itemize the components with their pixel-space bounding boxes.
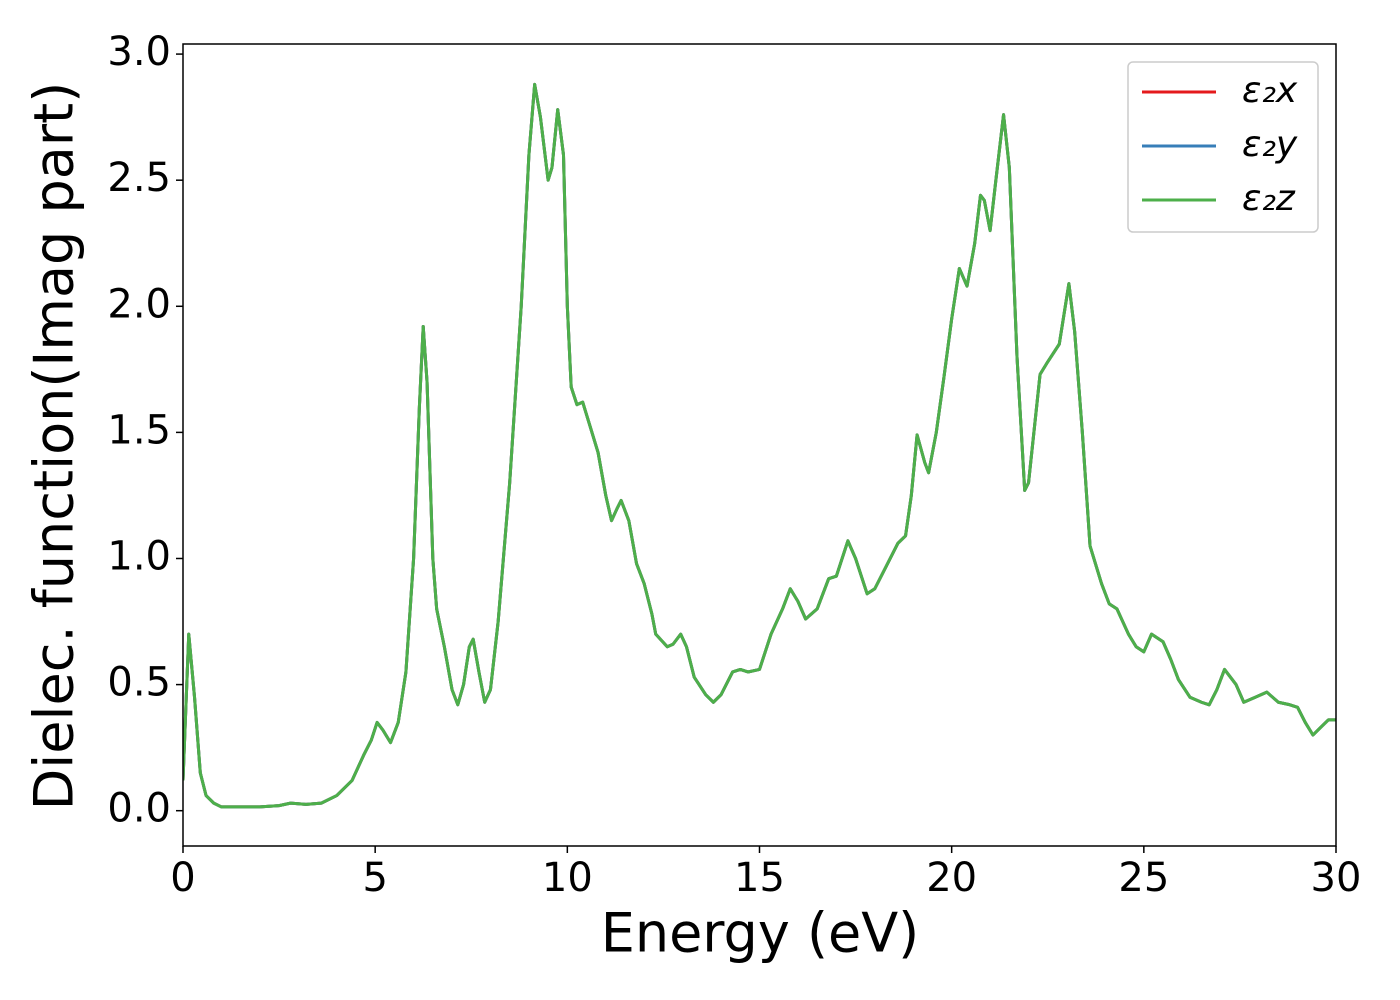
y-tick-label: 2.0 <box>107 281 171 327</box>
series-line <box>183 82 1336 809</box>
x-tick-label: 20 <box>926 855 977 901</box>
legend-label: ε₂y <box>1242 124 1298 165</box>
y-tick-label: 3.0 <box>107 29 171 75</box>
x-tick-label: 5 <box>362 855 387 901</box>
x-axis-label: Energy (eV) <box>601 902 920 965</box>
y-tick-label: 1.0 <box>107 533 171 579</box>
x-tick-label: 0 <box>170 855 195 901</box>
x-tick-label: 10 <box>542 855 593 901</box>
plot-frame <box>182 43 1337 847</box>
legend-label: ε₂x <box>1242 70 1298 111</box>
x-tick-label: 15 <box>734 855 785 901</box>
y-tick-label: 1.5 <box>107 407 171 453</box>
x-tick-label: 25 <box>1118 855 1169 901</box>
y-tick-label: 2.5 <box>107 155 171 201</box>
y-tick-label: 0.0 <box>107 786 171 832</box>
x-tick-label: 30 <box>1311 855 1362 901</box>
legend-label: ε₂z <box>1242 178 1296 219</box>
y-tick-label: 0.5 <box>107 660 171 706</box>
legend-box <box>1127 61 1319 233</box>
y-axis-label: Dielec. function(Imag part) <box>23 82 86 811</box>
